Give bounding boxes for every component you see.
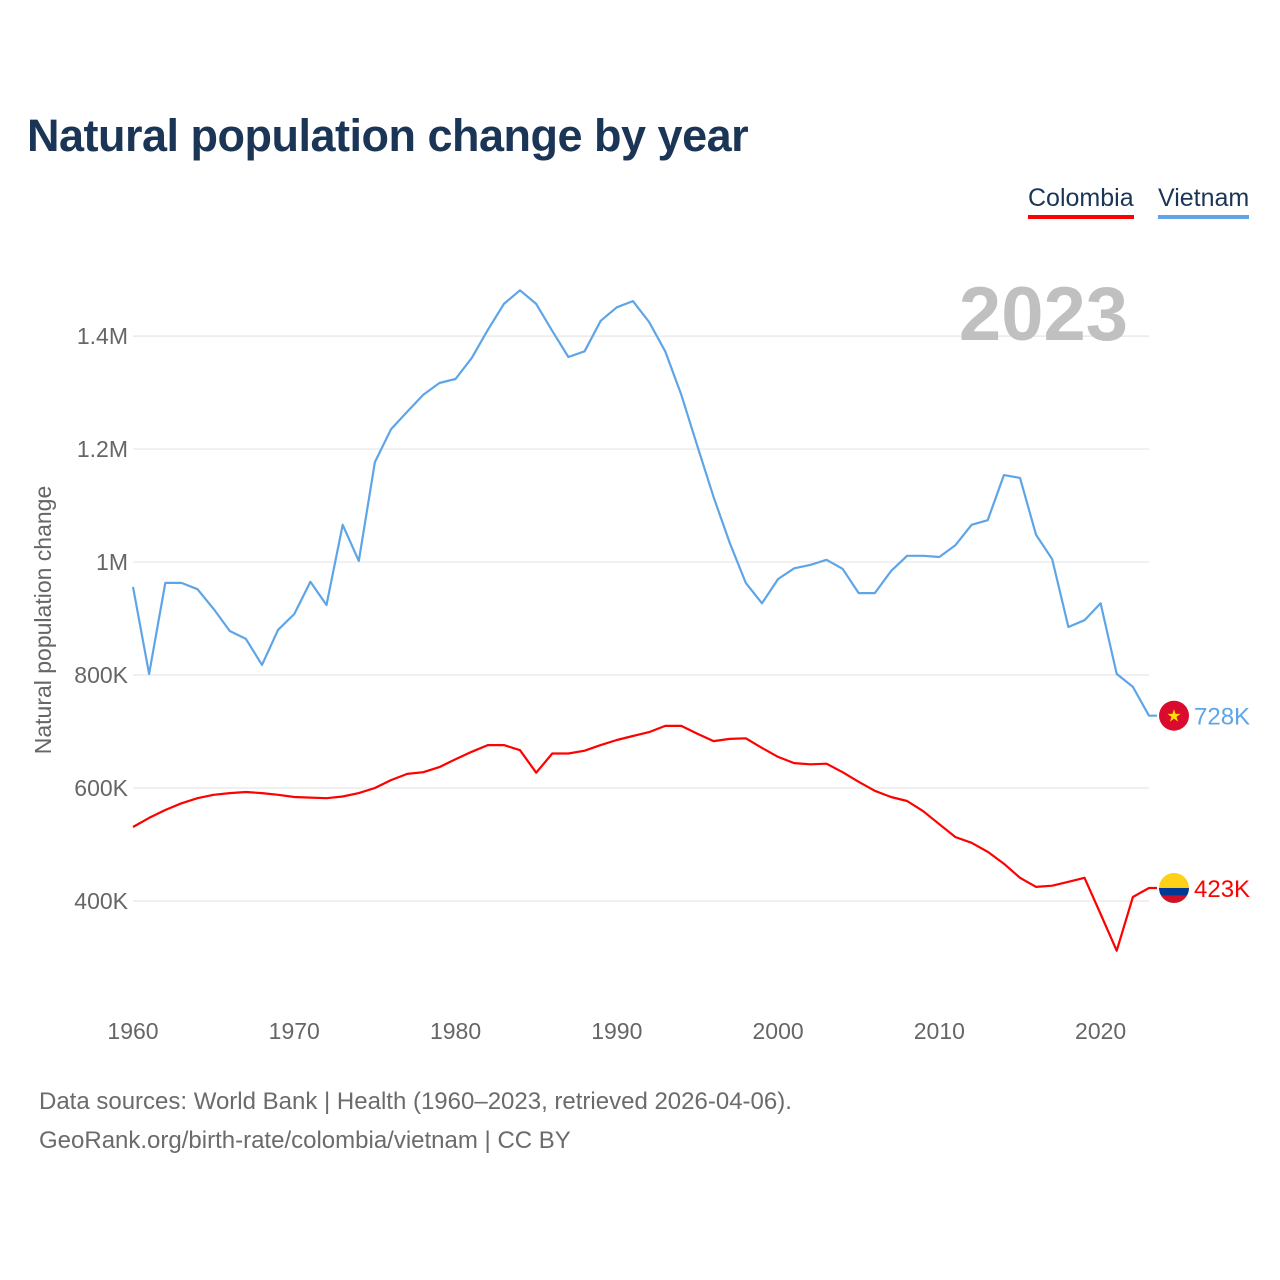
y-tick-label: 1.4M	[77, 323, 128, 349]
y-tick-label: 1M	[96, 549, 128, 575]
y-tick-label: 800K	[74, 662, 128, 688]
end-value-label-colombia: 423K	[1194, 876, 1250, 903]
legend-item-colombia[interactable]: Colombia	[1028, 184, 1134, 219]
legend-item-vietnam[interactable]: Vietnam	[1158, 184, 1250, 219]
y-axis-label: Natural population change	[30, 486, 56, 755]
y-tick-label: 600K	[74, 775, 128, 801]
flag-stripe-blue	[1159, 887, 1189, 896]
x-tick-label: 1990	[591, 1018, 642, 1044]
series-line-colombia	[132, 724, 1157, 952]
colombia-flag-icon	[1159, 872, 1189, 903]
x-tick-label: 1960	[107, 1018, 158, 1044]
series-line-vietnam	[131, 289, 1157, 717]
x-tick-label: 2000	[752, 1018, 803, 1044]
star-icon: ★	[1166, 707, 1181, 727]
year-label: 2023	[959, 272, 1128, 357]
y-tick-label: 400K	[74, 888, 128, 914]
flag-stripe-yellow	[1159, 872, 1189, 888]
footer-link[interactable]: GeoRank.org/birth-rate/colombia/vietnam …	[39, 1127, 571, 1154]
x-tick-label: 2020	[1075, 1018, 1126, 1044]
footer-sources: Data sources: World Bank | Health (1960–…	[39, 1088, 792, 1115]
y-tick-label: 1.2M	[77, 436, 128, 462]
end-value-label-vietnam: 728K	[1194, 704, 1250, 731]
flag-stripe-red	[1159, 895, 1189, 903]
x-tick-label: 1970	[269, 1018, 320, 1044]
flag-background	[1159, 700, 1189, 731]
chart-title: Natural population change by year	[27, 110, 749, 161]
x-tick-label: 1980	[430, 1018, 481, 1044]
x-tick-label: 2010	[914, 1018, 965, 1044]
flag-stripes	[1159, 872, 1189, 903]
vietnam-flag-icon: ★	[1159, 700, 1189, 731]
